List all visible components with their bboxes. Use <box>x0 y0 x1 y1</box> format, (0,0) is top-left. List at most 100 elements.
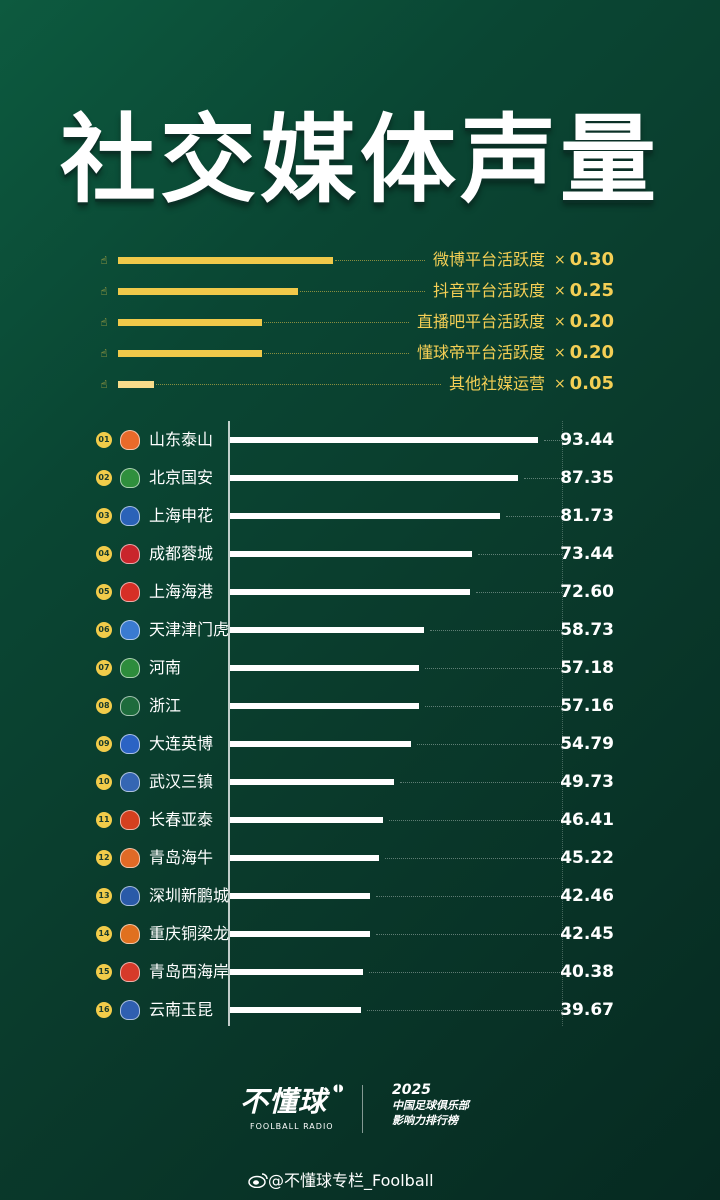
chart-row: 14 重庆铜梁龙 42.45 <box>0 915 720 953</box>
bar <box>230 513 500 519</box>
team-name-label: 浙江 <box>149 696 182 715</box>
value-label: 42.46 <box>560 886 614 906</box>
weight-row: ☝ 直播吧平台活跃度 × 0.20 <box>0 307 720 338</box>
event-line-2: 影响力排行榜 <box>392 1114 458 1127</box>
rank-badge: 06 <box>96 622 112 638</box>
weight-row: ☝ 抖音平台活跃度 × 0.25 <box>0 276 720 307</box>
bar <box>230 627 424 633</box>
club-crest-icon <box>120 696 140 716</box>
team-name-label: 青岛海牛 <box>149 848 214 867</box>
club-crest-icon <box>120 848 140 868</box>
row-dotted-line <box>417 744 562 745</box>
bar <box>230 741 411 747</box>
weight-label: 微博平台活跃度 <box>432 250 545 269</box>
team-name-label: 青岛西海岸 <box>149 962 230 981</box>
value-label: 54.79 <box>560 734 614 754</box>
row-dotted-line <box>524 478 562 479</box>
multiply-sign: × <box>554 252 566 268</box>
chart-row: 15 青岛西海岸 40.38 <box>0 953 720 991</box>
row-dotted-line <box>385 858 562 859</box>
chart-row: 13 深圳新鹏城 42.46 <box>0 877 720 915</box>
chart-row: 04 成都蓉城 73.44 <box>0 535 720 573</box>
event-year: 2025 <box>392 1082 431 1098</box>
rank-badge: 10 <box>96 774 112 790</box>
multiply-sign: × <box>554 345 566 361</box>
value-label: 49.73 <box>560 772 614 792</box>
event-title: 2025 中国足球俱乐部 影响力排行榜 <box>392 1082 512 1128</box>
team-name-label: 云南玉昆 <box>149 1000 214 1019</box>
bar <box>230 893 370 899</box>
bar <box>230 665 419 671</box>
brand-name: 不懂球 <box>240 1085 328 1118</box>
bar <box>230 551 472 557</box>
bar <box>230 817 383 823</box>
hand-pointer-icon: ☝ <box>100 316 108 329</box>
rank-badge: 03 <box>96 508 112 524</box>
club-crest-icon <box>120 734 140 754</box>
chart-row: 01 山东泰山 93.44 <box>0 421 720 459</box>
chart-row: 16 云南玉昆 39.67 <box>0 991 720 1029</box>
rank-badge: 11 <box>96 812 112 828</box>
club-crest-icon <box>120 620 140 640</box>
chart-axis <box>228 421 230 1026</box>
weight-dotted-line <box>264 322 409 323</box>
weight-label: 懂球帝平台活跃度 <box>416 343 545 362</box>
rank-badge: 13 <box>96 888 112 904</box>
weight-row: ☝ 微博平台活跃度 × 0.30 <box>0 245 720 276</box>
club-crest-icon <box>120 924 140 944</box>
bar <box>230 931 370 937</box>
rank-badge: 01 <box>96 432 112 448</box>
value-label: 81.73 <box>560 506 614 526</box>
team-name-label: 上海海港 <box>149 582 214 601</box>
ranking-chart: 01 山东泰山 93.44 02 北京国安 87.35 03 上海申花 81.73 04 成都蓉城 7… <box>0 421 720 1031</box>
weight-bar <box>118 350 262 357</box>
rank-badge: 07 <box>96 660 112 676</box>
row-dotted-line <box>367 1010 562 1011</box>
hand-pointer-icon: ☝ <box>100 254 108 267</box>
chart-row: 12 青岛海牛 45.22 <box>0 839 720 877</box>
team-name-label: 成都蓉城 <box>149 544 214 563</box>
row-dotted-line <box>389 820 562 821</box>
row-dotted-line <box>376 896 562 897</box>
value-label: 72.60 <box>560 582 614 602</box>
rank-badge: 08 <box>96 698 112 714</box>
row-dotted-line <box>425 706 562 707</box>
footer-divider <box>362 1085 363 1133</box>
watermark: @不懂球专栏_Foolball <box>248 1168 434 1194</box>
row-dotted-line <box>369 972 562 973</box>
club-crest-icon <box>120 772 140 792</box>
weight-value: 0.25 <box>569 280 614 301</box>
weight-bar <box>118 319 262 326</box>
weight-dotted-line <box>335 260 425 261</box>
bar <box>230 969 363 975</box>
rank-badge: 04 <box>96 546 112 562</box>
weight-bar <box>118 288 298 295</box>
multiply-sign: × <box>554 376 566 392</box>
weight-row: ☝ 懂球帝平台活跃度 × 0.20 <box>0 338 720 369</box>
event-line-1: 中国足球俱乐部 <box>392 1099 469 1112</box>
row-dotted-line <box>425 668 562 669</box>
watermark-text: @不懂球专栏_Foolball <box>268 1171 434 1190</box>
bar <box>230 703 419 709</box>
bar <box>230 589 470 595</box>
value-label: 40.38 <box>560 962 614 982</box>
value-label: 39.67 <box>560 1000 614 1020</box>
brand-logo: 不懂球 FOOLBALL RADIO <box>240 1085 350 1135</box>
row-dotted-line <box>376 934 562 935</box>
rank-badge: 14 <box>96 926 112 942</box>
bar <box>230 475 518 481</box>
hand-pointer-icon: ☝ <box>100 285 108 298</box>
brand-subtitle: FOOLBALL RADIO <box>250 1122 334 1131</box>
value-label: 58.73 <box>560 620 614 640</box>
chart-row: 10 武汉三镇 49.73 <box>0 763 720 801</box>
chart-row: 02 北京国安 87.35 <box>0 459 720 497</box>
team-name-label: 重庆铜梁龙 <box>149 924 230 943</box>
club-crest-icon <box>120 810 140 830</box>
team-name-label: 上海申花 <box>149 506 214 525</box>
weight-bar <box>118 257 333 264</box>
team-name-label: 深圳新鹏城 <box>149 886 230 905</box>
value-label: 46.41 <box>560 810 614 830</box>
bar <box>230 437 538 443</box>
team-name-label: 北京国安 <box>149 468 214 487</box>
chart-row: 09 大连英博 54.79 <box>0 725 720 763</box>
